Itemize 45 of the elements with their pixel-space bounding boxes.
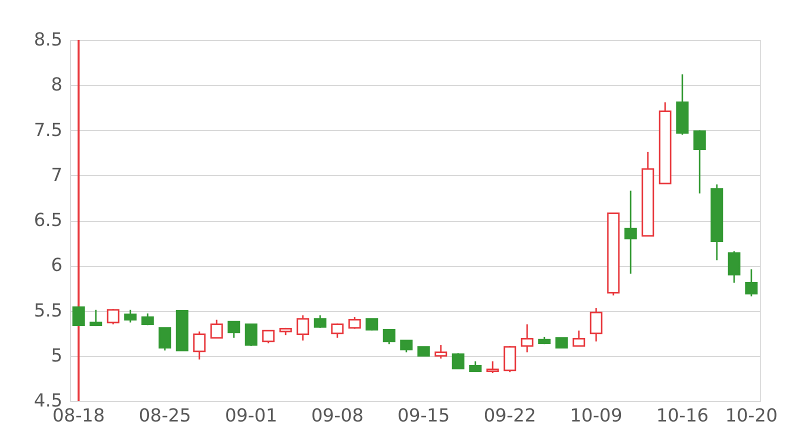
y-tick-label: 6.5 [34, 210, 62, 231]
x-tick-label: 10-09 [570, 406, 622, 426]
candlestick [417, 346, 430, 357]
candlestick [452, 352, 464, 370]
x-tick-label: 09-15 [397, 406, 450, 426]
candlestick [693, 130, 706, 194]
candlestick [504, 345, 516, 373]
candlestick [590, 307, 602, 342]
candlestick [210, 319, 223, 339]
x-tick-label: 10-16 [656, 406, 709, 426]
candlestick [348, 316, 361, 330]
y-tick-label: 6 [51, 255, 62, 276]
candlestick [382, 328, 396, 345]
x-tick-label: 09-22 [484, 406, 536, 426]
y-tick-label: 7.5 [34, 120, 62, 141]
x-tick-label: 10-20 [725, 406, 778, 426]
candlestick [745, 268, 758, 298]
candlestick [469, 360, 482, 372]
y-tick-label: 5.5 [34, 300, 62, 322]
candlestick [90, 309, 102, 327]
y-tick-label: 8.5 [34, 30, 62, 50]
candlestick [434, 344, 448, 360]
candlestick [193, 330, 206, 360]
candlestick [296, 314, 310, 342]
candlestick [624, 190, 637, 274]
candlestick [400, 340, 413, 354]
x-tick-label: 08-25 [138, 406, 192, 426]
candlestick [486, 360, 499, 374]
candlestick [124, 309, 137, 324]
candlestick [331, 322, 344, 339]
x-tick-label: 09-08 [311, 406, 364, 426]
candlestick [228, 320, 240, 339]
candlestick [520, 324, 534, 354]
candlestick [728, 250, 740, 284]
candlestick [572, 330, 586, 347]
candlestick [106, 308, 120, 326]
y-tick-label: 5 [51, 345, 62, 366]
candlestick [244, 324, 258, 347]
candlestick [314, 314, 326, 329]
candlestick [555, 337, 568, 349]
y-tick-label: 8 [51, 74, 62, 96]
candlestick [262, 330, 275, 344]
y-tick-label: 7 [51, 164, 62, 186]
candlestick [158, 327, 172, 352]
x-tick-label: 09-01 [224, 406, 278, 426]
